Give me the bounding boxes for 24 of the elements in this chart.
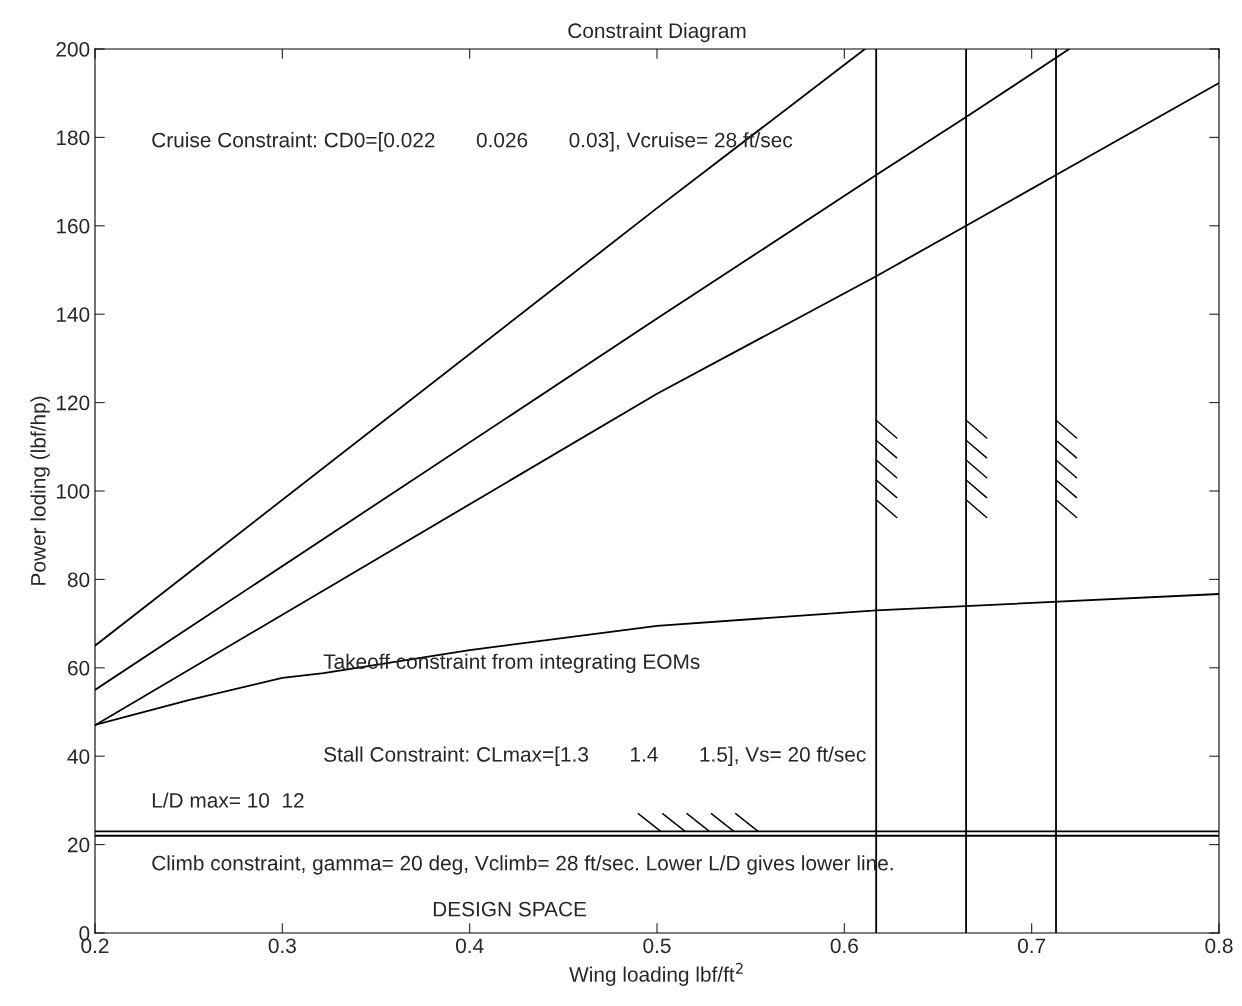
annotation: Stall Constraint: CLmax=[1.3 1.4 1.5], Vs= 20 ft/sec	[324, 746, 866, 766]
chart-title: Constraint Diagram	[568, 22, 746, 43]
y-tick-label: 20	[68, 837, 90, 853]
x-tick-label: 0.7	[1018, 938, 1046, 954]
y-axis-title: Power loding (lbf/hp)	[30, 396, 50, 585]
x-tick-label: 0.6	[830, 938, 858, 954]
annotation: Cruise Constraint: CD0=[0.022 0.026 0.03], Vcruise= 28 ft/sec	[152, 132, 793, 152]
y-tick-label: 100	[56, 484, 90, 499]
annotation: L/D max= 10 12	[152, 792, 304, 808]
y-tick-label: 80	[67, 572, 90, 588]
y-tick-label: 60	[68, 660, 90, 676]
x-tick-label: 0.4	[456, 938, 484, 954]
x-tick-label: 0.8	[1205, 938, 1233, 954]
x-tick-label: 0.5	[643, 938, 671, 954]
annotation: DESIGN SPACE	[433, 901, 587, 917]
y-tick-label: 140	[56, 307, 90, 322]
y-tick-label: 120	[56, 395, 90, 411]
x-axis-title: Wing loading lbf/ft$^{2}$	[569, 962, 743, 986]
x-tick-label: 0.3	[268, 938, 296, 954]
y-tick-label: 200	[56, 42, 90, 57]
annotation: Takeoff constraint from integrating EOMs	[323, 653, 700, 674]
y-tick-label: 160	[56, 218, 90, 234]
y-tick-label: 180	[56, 130, 90, 146]
y-tick-label: 40	[67, 749, 90, 764]
